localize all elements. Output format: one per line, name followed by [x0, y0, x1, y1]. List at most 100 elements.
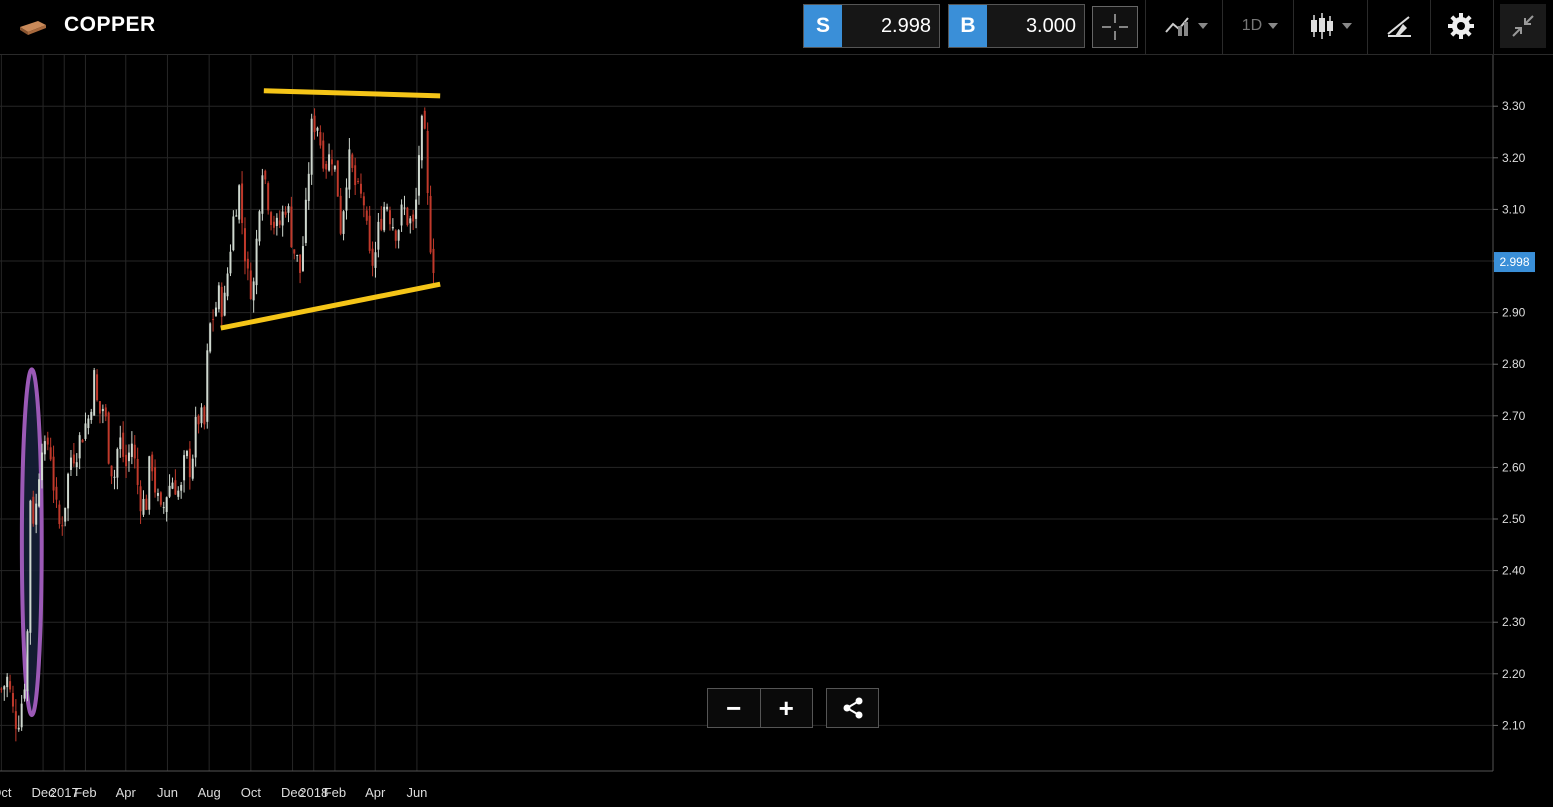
zoom-out-button[interactable]: −: [726, 692, 742, 723]
candle-body: [67, 473, 70, 509]
candle-body: [339, 195, 342, 234]
candle-body: [313, 115, 316, 133]
top-toolbar: COPPER S 2.998 B 3.000 1D: [0, 0, 1553, 55]
candle-body: [23, 689, 26, 699]
collapse-icon: [1512, 15, 1534, 37]
candle-body: [14, 711, 17, 729]
y-tick-label: 2.50: [1502, 512, 1526, 526]
candle-body: [249, 270, 252, 300]
candle-body: [380, 218, 383, 230]
candle-body: [87, 418, 90, 429]
candle-body: [217, 285, 220, 310]
candle-body: [206, 350, 209, 422]
candle-body: [362, 196, 365, 206]
candle-body: [325, 163, 328, 170]
x-tick-label: Oct: [241, 785, 262, 800]
candle-body: [171, 482, 174, 489]
price-chart[interactable]: 3.303.203.103.002.902.802.702.602.502.40…: [0, 55, 1553, 802]
candle-body: [391, 226, 394, 229]
candle-body: [98, 401, 101, 414]
candle-body: [214, 307, 217, 316]
candle-body: [191, 458, 194, 479]
candle-body: [278, 220, 281, 225]
candle-body: [194, 416, 197, 458]
chart-type-dropdown[interactable]: [1302, 4, 1358, 48]
candle-body: [43, 441, 46, 455]
y-tick-label: 2.90: [1502, 306, 1526, 320]
candle-body: [368, 215, 371, 251]
candle-body: [374, 252, 377, 268]
candle-body: [241, 183, 244, 224]
candle-body: [270, 212, 273, 226]
candle-body: [40, 452, 43, 481]
candle-body: [159, 492, 162, 505]
candle-body: [107, 412, 110, 464]
candle-body: [229, 251, 232, 274]
candle-body: [185, 450, 188, 457]
candle-body: [177, 490, 180, 497]
candle-body: [200, 407, 203, 424]
candle-body: [284, 211, 287, 215]
y-tick-label: 2.80: [1502, 357, 1526, 371]
candle-body: [110, 465, 113, 477]
share-icon: [843, 697, 862, 719]
candle-body: [354, 165, 357, 186]
candle-body: [113, 476, 116, 478]
candle-body: [162, 507, 165, 509]
drawing-tools-button[interactable]: [1376, 4, 1422, 48]
x-tick-label: Aug: [198, 785, 221, 800]
candle-body: [310, 118, 313, 175]
buy-label: B: [949, 5, 987, 47]
candle-body: [139, 486, 142, 512]
candlestick-icon: [1311, 13, 1333, 39]
candle-body: [81, 439, 84, 443]
sell-price: 2.998: [842, 5, 939, 47]
candle-body: [119, 437, 122, 450]
candle-body: [232, 216, 235, 251]
x-tick-label: 2017: [50, 785, 79, 800]
candle-body: [261, 175, 264, 214]
crosshair-button[interactable]: [1092, 6, 1138, 48]
buy-button[interactable]: B 3.000: [948, 4, 1085, 48]
candle-body: [125, 454, 128, 467]
candle-body: [319, 132, 322, 146]
y-tick-label: 2.70: [1502, 409, 1526, 423]
timeframe-dropdown[interactable]: 1D: [1232, 4, 1288, 48]
y-tick-label: 2.20: [1502, 667, 1526, 681]
candle-body: [252, 281, 255, 301]
y-tick-label: 3.10: [1502, 202, 1526, 216]
candle-body: [238, 185, 241, 220]
indicators-button[interactable]: [1158, 4, 1214, 48]
copper-bar-icon: [20, 21, 46, 35]
collapse-button[interactable]: [1500, 4, 1546, 48]
candle-body: [258, 211, 261, 242]
support-trendline: [220, 281, 441, 331]
candle-body: [116, 449, 119, 478]
candle-body: [32, 496, 35, 524]
chart-canvas[interactable]: 3.303.203.103.002.902.802.702.602.502.40…: [0, 55, 1553, 802]
y-tick-label: 3.20: [1502, 151, 1526, 165]
candle-body: [136, 458, 139, 485]
candle-body: [423, 110, 426, 129]
settings-button[interactable]: [1438, 4, 1484, 48]
candle-body: [383, 206, 386, 231]
candle-body: [35, 503, 38, 525]
candle-body: [417, 155, 420, 196]
resistance-trendline: [263, 88, 441, 99]
candle-body: [330, 159, 333, 165]
y-tick-label: 2.10: [1502, 718, 1526, 732]
sell-button[interactable]: S 2.998: [803, 4, 940, 48]
candle-body: [429, 195, 432, 253]
share-button[interactable]: [826, 688, 879, 728]
candle-body: [64, 507, 67, 522]
candle-body: [415, 199, 418, 219]
candle-body: [156, 493, 159, 496]
candle-body: [203, 406, 206, 425]
y-tick-label: 2.30: [1502, 615, 1526, 629]
candle-body: [52, 456, 55, 491]
candle-body: [336, 160, 339, 197]
zoom-in-button[interactable]: +: [759, 689, 813, 727]
candle-body: [212, 319, 215, 321]
candle-body: [406, 207, 409, 225]
candle-body: [223, 292, 226, 316]
